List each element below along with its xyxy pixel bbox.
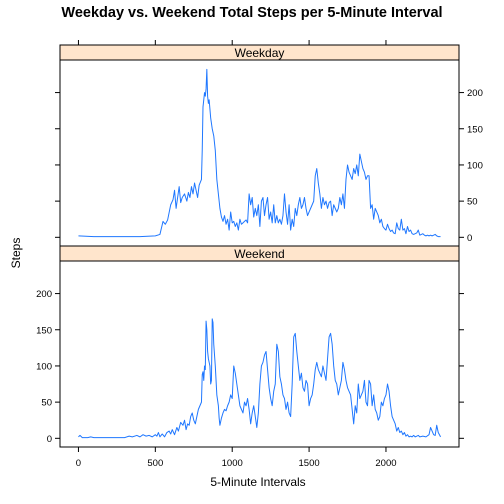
y-tick-label: 150: [36, 325, 52, 336]
panel-weekday: Weekday 0 50 100 150 200: [55, 40, 483, 247]
x-tick-label: 1500: [299, 458, 320, 469]
x-axis-label: 5-Minute Intervals: [210, 475, 305, 489]
strip-label: Weekend: [234, 247, 284, 261]
y-tick-label: 200: [467, 88, 483, 99]
y-axis-label: Steps: [9, 238, 23, 269]
y-tick-label: 0: [467, 233, 472, 244]
y-tick-label: 150: [467, 124, 483, 135]
y-tick-label: 0: [47, 434, 52, 445]
x-tick-label: 0: [76, 458, 81, 469]
x-tick-label: 1000: [222, 458, 243, 469]
y-tick-label: 50: [467, 197, 478, 208]
y-tick-label: 50: [41, 398, 52, 409]
panel-frame: [59, 245, 460, 448]
y-tick-label: 200: [36, 289, 52, 300]
y-tick-label: 100: [36, 361, 52, 372]
strip-label: Weekday: [235, 46, 285, 60]
x-tick-label: 500: [147, 458, 163, 469]
series-line-weekday: [78, 68, 441, 238]
x-tick-label: 2000: [375, 458, 396, 469]
series-line-weekend: [78, 318, 441, 439]
y-tick-label: 100: [467, 160, 483, 171]
chart-title: Weekday vs. Weekend Total Steps per 5-Mi…: [61, 5, 442, 21]
